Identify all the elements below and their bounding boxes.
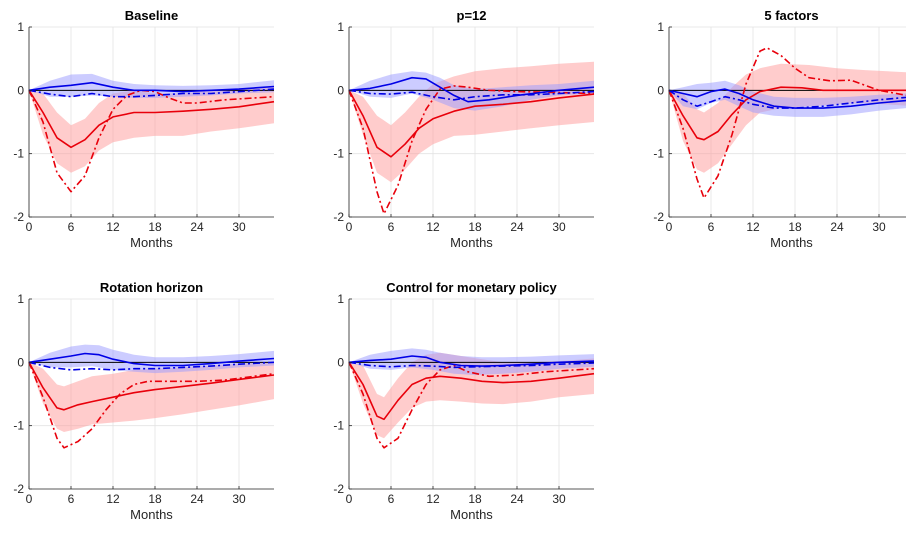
y-tick-label: 1 <box>17 292 24 306</box>
x-tick-label: 6 <box>388 220 395 234</box>
series-line-blue-solid <box>668 88 906 109</box>
x-tick-label: 18 <box>148 220 162 234</box>
panel-title: 5 factors <box>764 8 818 23</box>
panel-3: 0 6 12 18 24 30 -2 -1 0 1 5 factors Months <box>653 8 906 250</box>
y-tick-label: 0 <box>337 355 344 369</box>
x-tick-label: 24 <box>190 220 204 234</box>
y-tick-label: -2 <box>13 210 24 224</box>
series-line-blue-dashdot <box>28 88 275 98</box>
series-line-red-solid <box>28 89 275 149</box>
x-axis-label: Months <box>130 507 173 522</box>
blue-confidence-band <box>349 348 594 375</box>
x-axis-label: Months <box>450 235 493 250</box>
red-confidence-band <box>29 86 274 173</box>
panel-title: p=12 <box>457 8 487 23</box>
x-tick-label: 24 <box>830 220 844 234</box>
red-confidence-band <box>349 352 594 439</box>
series-line-red-dashdot <box>348 85 595 215</box>
x-tick-label: 0 <box>346 220 353 234</box>
x-axis-label: Months <box>450 507 493 522</box>
x-tick-label: 12 <box>106 492 120 506</box>
series-line-red-dashdot <box>668 47 906 199</box>
x-tick-label: 12 <box>426 220 440 234</box>
x-tick-label: 6 <box>708 220 715 234</box>
y-tick-label: -1 <box>13 419 24 433</box>
y-tick-label: -2 <box>333 482 344 496</box>
x-tick-label: 30 <box>232 492 246 506</box>
series-line-blue-dashdot <box>348 89 595 101</box>
x-tick-label: 12 <box>106 220 120 234</box>
x-tick-label: 0 <box>666 220 673 234</box>
x-tick-label: 0 <box>346 492 353 506</box>
y-tick-label: -2 <box>653 210 664 224</box>
y-tick-label: 0 <box>657 83 664 97</box>
y-tick-label: 1 <box>337 20 344 34</box>
x-tick-label: 0 <box>26 492 33 506</box>
x-tick-label: 24 <box>510 220 524 234</box>
y-tick-label: -1 <box>333 419 344 433</box>
y-tick-label: -1 <box>333 147 344 161</box>
x-axis-label: Months <box>770 235 813 250</box>
x-tick-label: 18 <box>468 220 482 234</box>
series-line-red-dashdot <box>28 89 275 193</box>
panel-title: Control for monetary policy <box>386 280 557 295</box>
red-confidence-band <box>29 362 274 432</box>
series-line-red-solid <box>348 89 595 158</box>
panel-1: 0 6 12 18 24 30 -2 -1 0 1 Baseline Months <box>13 8 275 250</box>
x-tick-label: 30 <box>552 492 566 506</box>
x-tick-label: 6 <box>388 492 395 506</box>
x-tick-label: 24 <box>510 492 524 506</box>
series-line-blue-solid <box>348 355 595 367</box>
y-tick-label: -1 <box>13 147 24 161</box>
panel-title: Baseline <box>125 8 178 23</box>
panel-2: 0 6 12 18 24 30 -2 -1 0 1 p=12 Months <box>333 8 595 250</box>
series-line-red-dashdot <box>348 361 595 449</box>
panel-5: 0 6 12 18 24 30 -2 -1 0 1 Control for monetary pol… <box>333 280 595 522</box>
y-tick-label: 1 <box>337 292 344 306</box>
x-tick-label: 24 <box>190 492 204 506</box>
series-line-blue-dashdot <box>668 89 906 109</box>
series-line-red-solid <box>28 361 275 411</box>
x-tick-label: 0 <box>26 220 33 234</box>
panel-4: 0 6 12 18 24 30 -2 -1 0 1 Rotation horizon Months <box>13 280 275 522</box>
panel-title: Rotation horizon <box>100 280 203 295</box>
x-tick-label: 12 <box>426 492 440 506</box>
y-tick-label: -2 <box>333 210 344 224</box>
y-tick-label: 0 <box>17 355 24 369</box>
x-tick-label: 18 <box>788 220 802 234</box>
y-tick-label: 0 <box>17 83 24 97</box>
y-tick-label: 0 <box>337 83 344 97</box>
x-tick-label: 18 <box>148 492 162 506</box>
series-line-red-dashdot <box>28 362 275 449</box>
series-line-blue-solid <box>28 81 275 93</box>
y-tick-label: 1 <box>17 20 24 34</box>
series-line-blue-dashdot <box>348 361 595 369</box>
series-line-red-solid <box>668 86 906 141</box>
blue-confidence-band <box>29 73 274 98</box>
series-line-blue-dashdot <box>28 361 275 371</box>
x-tick-label: 18 <box>468 492 482 506</box>
series-line-blue-solid <box>28 352 275 367</box>
y-tick-label: -2 <box>13 482 24 496</box>
y-tick-label: 1 <box>657 20 664 34</box>
x-tick-label: 30 <box>552 220 566 234</box>
x-tick-label: 30 <box>872 220 886 234</box>
blue-confidence-band <box>349 71 594 111</box>
y-tick-label: -1 <box>653 147 664 161</box>
x-tick-label: 6 <box>68 220 75 234</box>
x-tick-label: 12 <box>746 220 760 234</box>
x-axis-label: Months <box>130 235 173 250</box>
x-tick-label: 30 <box>232 220 246 234</box>
x-tick-label: 6 <box>68 492 75 506</box>
